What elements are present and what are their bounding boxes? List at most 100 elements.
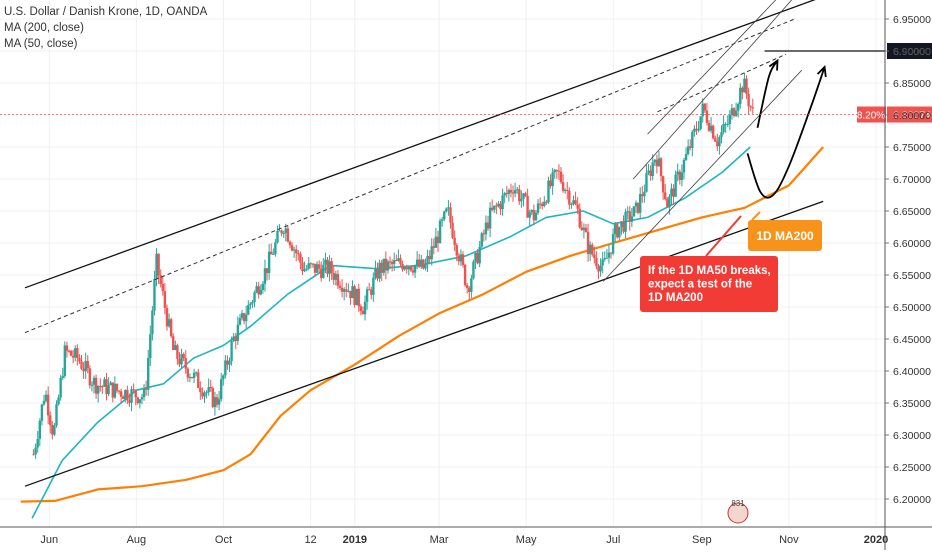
candle xyxy=(718,135,721,155)
candle xyxy=(303,261,306,273)
candle-body xyxy=(155,253,158,279)
candle-body xyxy=(490,207,494,210)
candle xyxy=(536,199,540,215)
candle-body xyxy=(409,266,413,271)
candle xyxy=(463,263,467,287)
candle xyxy=(228,357,231,373)
annotations-layer: 8.20% 6.80074 6.90000 1D MA200 If the 1D MA5… xyxy=(0,43,932,524)
candle-body xyxy=(626,211,629,213)
candle-body xyxy=(695,128,698,131)
candle-body xyxy=(578,208,581,228)
candle-body xyxy=(40,404,44,421)
candle xyxy=(711,124,715,140)
candle-body xyxy=(257,286,260,295)
candle-body xyxy=(107,385,110,395)
candle xyxy=(655,154,659,174)
candle-body xyxy=(430,246,433,260)
candle xyxy=(599,258,602,277)
candle xyxy=(393,252,396,271)
x-tick-label: Jul xyxy=(606,534,620,546)
candle xyxy=(107,377,110,397)
candle-body xyxy=(169,319,173,337)
candle xyxy=(197,368,200,389)
candle xyxy=(313,263,317,277)
candle xyxy=(397,249,400,262)
candle xyxy=(634,200,638,214)
candle xyxy=(549,174,552,189)
arrow-head xyxy=(768,58,779,71)
note-callout-line: 1D MA200 xyxy=(648,292,703,304)
candle xyxy=(413,264,417,278)
candle xyxy=(563,188,567,194)
candle-body xyxy=(274,242,277,254)
candle-body xyxy=(618,226,621,238)
candle-body xyxy=(401,263,404,270)
candle-body xyxy=(209,386,212,389)
candle xyxy=(593,246,596,264)
candle-body xyxy=(78,358,81,362)
candle-body xyxy=(38,420,42,439)
candle xyxy=(71,349,75,364)
candle-body xyxy=(255,286,258,293)
candle-body xyxy=(522,193,525,199)
candle xyxy=(78,354,81,364)
candle xyxy=(645,164,648,193)
candle-body xyxy=(520,198,523,202)
y-tick-label: 6.80000 xyxy=(893,110,931,122)
candle xyxy=(153,270,156,316)
candle xyxy=(36,431,39,453)
candle-body xyxy=(455,245,458,256)
candle-body xyxy=(530,210,533,213)
candle xyxy=(582,223,586,239)
candle xyxy=(647,163,650,176)
candle-body xyxy=(307,263,310,269)
candle-body xyxy=(309,263,313,265)
candle xyxy=(609,252,613,259)
candle xyxy=(470,274,473,298)
candle xyxy=(447,200,450,216)
candle-body xyxy=(270,251,273,255)
candle xyxy=(601,251,604,274)
candle xyxy=(632,206,636,217)
candle xyxy=(140,393,144,405)
candle xyxy=(395,254,398,262)
candle-body xyxy=(272,253,275,255)
candle-body xyxy=(636,202,640,213)
candle xyxy=(440,216,444,227)
thin-channel-line xyxy=(632,0,793,180)
candle xyxy=(747,87,750,115)
candle xyxy=(117,390,121,395)
candle xyxy=(682,157,686,180)
candle-body xyxy=(607,252,611,258)
legend-ma200[interactable]: MA (200, close) xyxy=(4,22,84,34)
candle-body xyxy=(109,382,112,386)
candle xyxy=(278,224,281,232)
candle xyxy=(388,256,392,270)
candle xyxy=(591,242,594,257)
candle-body xyxy=(684,154,688,160)
candle-body xyxy=(645,173,648,192)
candle-body xyxy=(572,200,575,204)
change-badge-text: 8.20% xyxy=(857,111,885,122)
candle xyxy=(624,208,627,239)
candle-body xyxy=(324,259,327,265)
candle-body xyxy=(65,345,69,351)
legend-ma50[interactable]: MA (50, close) xyxy=(4,38,78,50)
candle xyxy=(274,239,277,257)
candle xyxy=(159,269,162,288)
level-badge-text: 6.90000 xyxy=(893,46,931,58)
candle-body xyxy=(689,146,692,148)
candle xyxy=(128,393,131,407)
candle xyxy=(184,350,187,374)
candle-body xyxy=(482,233,486,235)
candle-body xyxy=(142,388,146,398)
candle-body xyxy=(236,324,240,341)
candle-body xyxy=(611,234,615,254)
candle xyxy=(267,244,271,280)
candle-body xyxy=(415,259,419,266)
legend-title[interactable]: U.S. Dollar / Danish Krone, 1D, OANDA xyxy=(4,6,208,18)
candle xyxy=(689,139,692,151)
candle xyxy=(566,181,569,200)
